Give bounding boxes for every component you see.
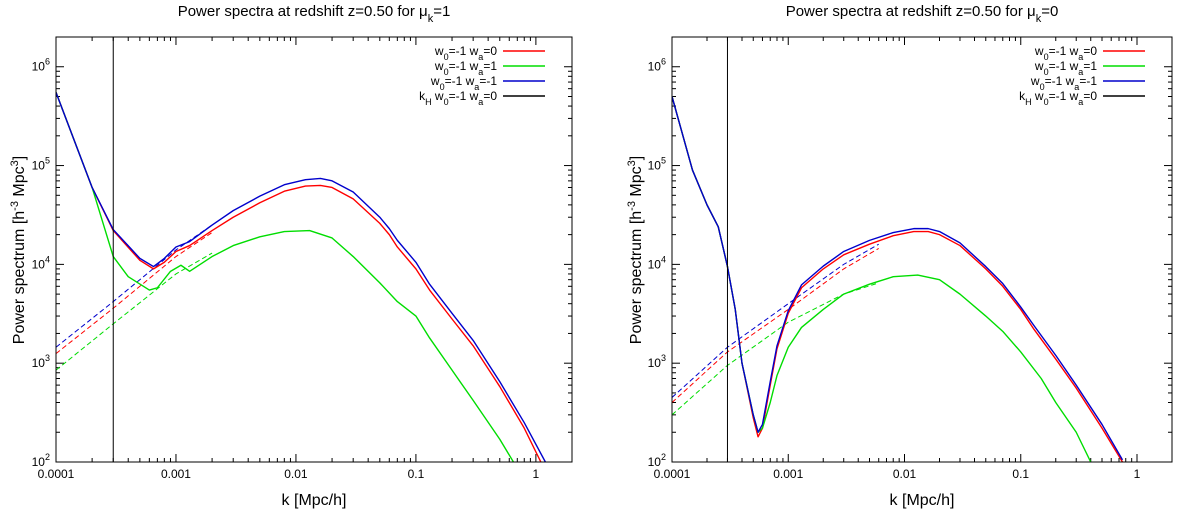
x-tick-label: 0.001 xyxy=(773,467,803,481)
plot-area xyxy=(56,37,546,462)
x-axis-label: k [Mpc/h] xyxy=(890,492,955,509)
y-tick-label: 105 xyxy=(648,156,666,173)
left-power-spectrum-chart: Power spectra at redshift z=0.50 for μk=… xyxy=(9,3,573,509)
legend-label: kH w0=-1 wa=0 xyxy=(419,89,497,107)
x-tick-label: 0.0001 xyxy=(38,467,75,481)
y-tick-label: 104 xyxy=(648,254,666,271)
x-tick-label: 0.0001 xyxy=(654,467,691,481)
series-2-line xyxy=(672,96,1124,461)
x-tick-label: 0.01 xyxy=(284,467,308,481)
plot-frame xyxy=(55,36,573,463)
y-tick-label: 105 xyxy=(32,156,50,173)
series-0-dashed-line xyxy=(672,247,879,403)
legend-label: w0=-1 wa=1 xyxy=(434,59,497,77)
series-2-dashed-line xyxy=(672,243,879,398)
plot-frame xyxy=(671,36,1173,463)
legend-label: kH w0=-1 wa=0 xyxy=(1019,89,1097,107)
x-tick-label: 0.1 xyxy=(1012,467,1029,481)
series-0-dashed-line xyxy=(56,232,213,355)
y-tick-label: 103 xyxy=(32,353,50,370)
y-tick-label: 102 xyxy=(32,452,50,469)
series-0-line xyxy=(56,92,542,462)
x-tick-label: 0.01 xyxy=(893,467,917,481)
series-1-dashed-line xyxy=(56,252,213,371)
series-2-dashed-line xyxy=(56,224,213,348)
right-power-spectrum-chart: Power spectra at redshift z=0.50 for μk=… xyxy=(626,3,1173,509)
x-axis-label: k [Mpc/h] xyxy=(282,492,347,509)
legend-label: w0=-1 wa=-1 xyxy=(430,74,497,92)
y-tick-label: 106 xyxy=(648,57,666,74)
minor-ticks xyxy=(56,36,573,462)
y-tick-label: 102 xyxy=(648,452,666,469)
chart-title: Power spectra at redshift z=0.50 for μk=… xyxy=(786,3,1059,25)
series-0-line xyxy=(672,96,1124,462)
chart-title: Power spectra at redshift z=0.50 for μk=… xyxy=(178,3,451,25)
legend-label: w0=-1 wa=0 xyxy=(434,44,497,62)
x-tick-label: 0.1 xyxy=(408,467,425,481)
series-1-line xyxy=(56,92,515,462)
y-tick-label: 106 xyxy=(32,57,50,74)
legend-label: w0=-1 wa=-1 xyxy=(1030,74,1097,92)
series-1-line xyxy=(672,96,1092,462)
x-tick-label: 1 xyxy=(1134,467,1141,481)
minor-ticks xyxy=(672,36,1173,462)
plot-area xyxy=(672,37,1124,462)
y-tick-label: 103 xyxy=(648,353,666,370)
legend: w0=-1 wa=0w0=-1 wa=1w0=-1 wa=-1kH w0=-1 … xyxy=(419,44,545,107)
series-2-line xyxy=(56,92,546,462)
legend: w0=-1 wa=0w0=-1 wa=1w0=-1 wa=-1kH w0=-1 … xyxy=(1019,44,1145,107)
y-axis-label: Power spectrum [h-3 Mpc3] xyxy=(9,156,28,344)
y-tick-label: 104 xyxy=(32,254,50,271)
x-tick-label: 1 xyxy=(533,467,540,481)
y-axis-label: Power spectrum [h-3 Mpc3] xyxy=(626,156,645,344)
series-1-dashed-line xyxy=(672,282,879,416)
legend-label: w0=-1 wa=0 xyxy=(1034,44,1097,62)
x-tick-label: 0.001 xyxy=(161,467,191,481)
legend-label: w0=-1 wa=1 xyxy=(1034,59,1097,77)
